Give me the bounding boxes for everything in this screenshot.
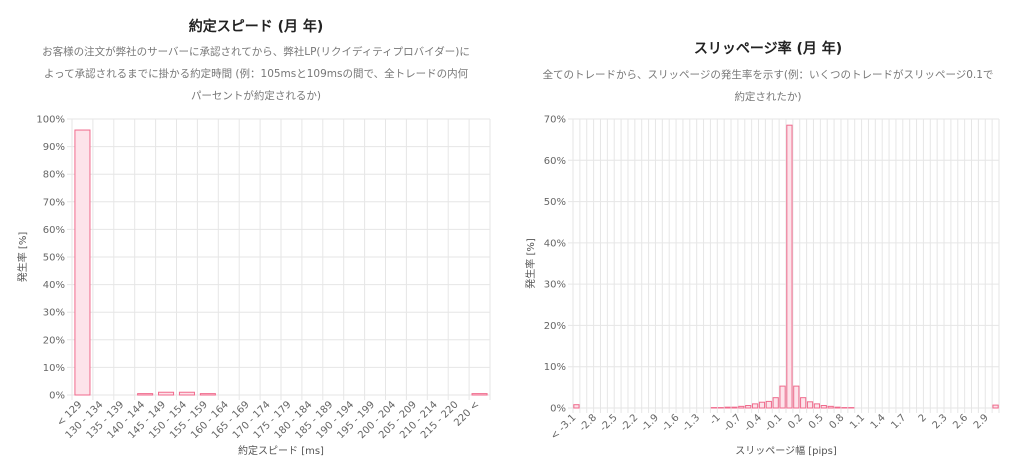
x-tick-label: 2.9: [972, 412, 991, 431]
bar: [724, 406, 731, 409]
y-tick-label: 100%: [36, 115, 65, 126]
execution-speed-panel: 約定スピード (月 年) お客様の注文が弊社のサーバーに承認されてから、弊社LP…: [16, 19, 491, 457]
x-tick-label: 2.6: [951, 412, 970, 431]
bar: [827, 405, 834, 409]
bar: [765, 400, 772, 409]
bar: [820, 405, 827, 409]
x-axis-title: 約定スピード [ms]: [238, 444, 324, 457]
y-tick-label: 20%: [43, 335, 65, 346]
y-tick-label: 20%: [544, 321, 566, 332]
x-tick-label: -1: [708, 412, 723, 427]
x-tick-label: 1.1: [848, 412, 867, 431]
y-axis-title: 発生率 [%]: [524, 238, 537, 289]
y-tick-label: 60%: [544, 156, 566, 167]
bar: [813, 403, 821, 409]
x-tick-label: 0.2: [786, 412, 805, 431]
bar: [772, 397, 779, 409]
x-tick-label: -2.2: [619, 412, 641, 434]
bar: [745, 405, 752, 409]
bar: [573, 404, 580, 409]
x-tick-label: -1.3: [681, 412, 703, 434]
bar: [992, 404, 999, 409]
x-tick-label: < -3.1: [549, 412, 579, 442]
x-tick-label: 1.4: [869, 412, 888, 431]
bar: [779, 385, 786, 409]
x-tick-label: -0.1: [763, 412, 785, 434]
bar: [738, 405, 745, 409]
slippage-panel: スリッページ率 (月 年) 全てのトレードから、スリッページの発生率を示す(例：…: [512, 0, 1024, 468]
bar: [793, 385, 800, 409]
bar: [800, 397, 807, 409]
y-tick-label: 0%: [49, 391, 65, 402]
y-tick-label: 80%: [43, 170, 65, 181]
y-tick-label: 40%: [43, 280, 65, 291]
bar: [758, 401, 766, 409]
execution-speed-chart: 0%10%20%30%40%50%60%70%80%90%100%< 12913…: [16, 115, 491, 457]
x-tick-label: -1.6: [660, 412, 682, 434]
x-tick-label: 1.7: [889, 412, 908, 431]
y-tick-label: 10%: [43, 363, 65, 374]
slippage-title: スリッページ率 (月 年): [693, 41, 843, 57]
y-tick-label: 30%: [43, 308, 65, 319]
bar: [786, 124, 793, 409]
x-tick-label: -2.8: [578, 412, 600, 434]
y-tick-label: 90%: [43, 142, 65, 153]
y-tick-label: 70%: [544, 115, 566, 126]
bar: [751, 403, 759, 409]
x-tick-label: 0.5: [807, 412, 826, 431]
bar: [178, 391, 195, 396]
x-tick-label: -2.5: [598, 412, 620, 434]
y-tick-label: 40%: [544, 238, 566, 249]
x-tick-label: -0.4: [742, 412, 764, 434]
slippage-description: 全てのトレードから、スリッページの発生率を示す(例：いくつのトレードがスリッペー…: [542, 69, 994, 103]
y-axis-title: 発生率 [%]: [16, 232, 29, 283]
bar: [199, 393, 216, 396]
y-tick-label: 70%: [43, 197, 65, 208]
bar: [158, 391, 175, 396]
y-tick-label: 10%: [544, 362, 566, 373]
y-tick-label: 60%: [43, 225, 65, 236]
execution-speed-description: お客様の注文が弊社のサーバーに承認されてから、弊社LP(リクイディティプロバイダ…: [42, 46, 470, 102]
x-tick-label: 2: [917, 412, 929, 424]
x-tick-label: -1.9: [639, 412, 661, 434]
y-tick-label: 30%: [544, 280, 566, 291]
x-tick-label: -0.7: [722, 412, 744, 434]
slippage-chart: 0% 10% 20% 30% 40% 50% 60% 70% < -3.1 -2.8 -2.5 -2.…: [524, 115, 1000, 457]
y-tick-label: 50%: [43, 253, 65, 264]
x-axis-title: スリッページ幅 [pips]: [735, 444, 837, 457]
bar: [834, 406, 841, 409]
x-tick-label: 0.8: [827, 412, 846, 431]
execution-speed-title: 約定スピード (月 年): [188, 19, 324, 35]
y-tick-label: 0%: [550, 404, 566, 415]
bar: [806, 401, 814, 409]
y-tick-label: 50%: [544, 197, 566, 208]
bar: [137, 393, 154, 396]
bar: [471, 393, 488, 396]
x-tick-label: 2.3: [931, 412, 950, 431]
bar: [731, 406, 738, 409]
bar: [74, 129, 91, 396]
